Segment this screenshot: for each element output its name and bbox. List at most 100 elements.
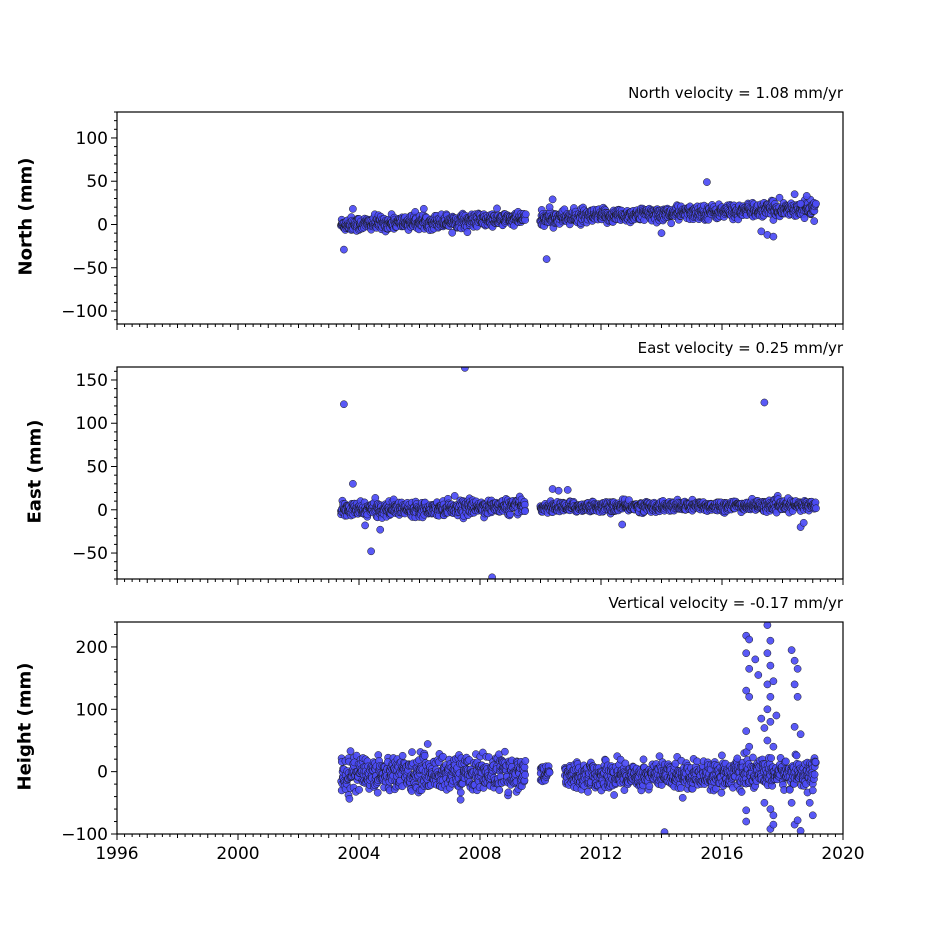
x-tick-label: 2004 <box>337 844 380 864</box>
panel-2: 1996 2000 2004 2008 2012 2016 2020 200 100 0 −100 <box>61 621 865 864</box>
data-point <box>420 751 429 760</box>
east-velocity-title: East velocity = 0.25 mm/yr <box>637 339 843 357</box>
outlier-point <box>745 692 754 701</box>
y-tick-label: −50 <box>72 544 108 564</box>
data-point <box>521 507 529 516</box>
outlier-point <box>796 199 805 208</box>
outlier-point <box>769 811 778 820</box>
data-point <box>812 199 820 208</box>
outlier-point <box>766 636 775 645</box>
outlier-point <box>766 692 775 701</box>
data-point <box>610 791 618 799</box>
data-point <box>718 751 726 760</box>
data-point <box>463 228 472 237</box>
y-tick-label: 100 <box>76 414 108 434</box>
east-axis-label: East (mm) <box>24 419 46 524</box>
outlier-point <box>340 245 348 254</box>
data-point <box>645 782 654 791</box>
y-tick-label: 150 <box>76 371 108 391</box>
data-point <box>419 204 428 213</box>
outlier-point <box>742 806 751 815</box>
data-point <box>749 753 757 762</box>
data-point <box>812 504 820 513</box>
y-tick-label: −100 <box>61 825 108 845</box>
data-point <box>345 794 354 803</box>
outlier-point <box>766 717 775 726</box>
outlier-point <box>760 798 769 807</box>
data-point <box>520 763 529 772</box>
data-point <box>584 788 592 796</box>
outlier-point <box>796 730 805 739</box>
data-point <box>792 751 801 760</box>
data-point <box>520 500 529 509</box>
panel-0: 100 50 0 −50 −100 <box>61 111 844 330</box>
outlier-point <box>678 793 687 802</box>
data-point <box>782 757 790 766</box>
north-axis-label: North (mm) <box>15 157 37 276</box>
outlier-point <box>790 190 799 199</box>
outlier-point <box>790 656 799 665</box>
data-point <box>373 788 382 797</box>
outlier-point <box>742 649 751 658</box>
data-point <box>717 788 726 797</box>
data-point <box>800 214 809 223</box>
y-tick-label: −100 <box>61 302 108 322</box>
data-point <box>667 219 676 228</box>
data-point <box>355 785 363 794</box>
data-point <box>501 747 509 756</box>
y-tick-label: 0 <box>97 501 108 521</box>
height-axis-label: Height (mm) <box>14 662 36 791</box>
outlier-point <box>775 193 784 202</box>
data-point <box>811 758 820 766</box>
outlier-point <box>766 661 775 670</box>
outlier-point <box>769 742 778 751</box>
outlier-point <box>376 525 385 534</box>
outlier-point <box>545 203 554 212</box>
outlier-point <box>548 195 557 204</box>
outlier-point <box>461 367 469 372</box>
data-point <box>504 788 513 797</box>
x-tick-label: 2016 <box>700 844 743 864</box>
data-point <box>737 788 746 796</box>
outlier-point <box>754 671 763 679</box>
data-point <box>810 770 819 779</box>
outlier-point <box>763 736 772 745</box>
data-point <box>448 228 457 237</box>
outlier-point <box>745 635 754 644</box>
outlier-point <box>799 518 808 527</box>
x-tick-label: 2012 <box>579 844 622 864</box>
data-point <box>545 768 554 777</box>
north-velocity-title: North velocity = 1.08 mm/yr <box>628 84 843 102</box>
outlier-point <box>742 817 751 826</box>
data-point <box>521 770 529 779</box>
outlier-point <box>793 692 802 701</box>
outlier-point <box>802 192 811 200</box>
data-point <box>810 217 819 225</box>
y-tick-label: 100 <box>76 700 108 720</box>
outlier-point <box>703 178 711 186</box>
outlier-point <box>751 655 760 664</box>
outlier-point <box>769 677 778 686</box>
panel-1: 150 100 50 0 −50 <box>72 366 844 585</box>
outlier-point <box>563 486 572 494</box>
data-point <box>423 740 432 748</box>
data-point <box>521 210 530 219</box>
y-tick-label: 100 <box>76 129 108 149</box>
plot-frame <box>116 366 844 580</box>
data-points <box>337 622 820 834</box>
data-point <box>456 788 465 797</box>
x-tick-label: 2020 <box>821 844 864 864</box>
y-tick-label: 0 <box>97 215 108 235</box>
data-points <box>337 367 820 579</box>
outlier-point <box>757 227 766 236</box>
data-point <box>495 786 504 794</box>
y-tick-label: 50 <box>86 458 108 478</box>
data-point <box>493 204 501 213</box>
outlier-point <box>742 727 751 735</box>
data-point <box>639 755 648 764</box>
outlier-point <box>790 680 799 689</box>
outlier-point <box>554 486 563 495</box>
y-tick-label: −50 <box>72 259 108 279</box>
outlier-point <box>488 573 496 579</box>
